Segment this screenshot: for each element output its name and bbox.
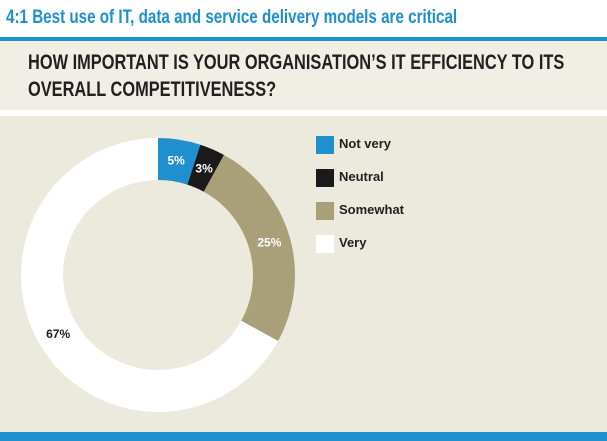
chart-panel: 5% 3% 25% 67% Not very Neutral Somewhat Very: [0, 116, 607, 432]
slice-not-very: [158, 138, 201, 185]
legend-label-neutral: Neutral: [339, 169, 384, 184]
legend-swatch-neutral: [316, 169, 334, 187]
slice-label-not-very: 5%: [167, 153, 185, 167]
slice-somewhat: [203, 154, 295, 342]
header-rule: [0, 37, 607, 41]
footer-rule: [0, 432, 607, 441]
legend: Not very Neutral Somewhat Very: [316, 136, 405, 253]
question-text: HOW IMPORTANT IS YOUR ORGANISATION’S IT …: [28, 51, 565, 101]
legend-label-not-very: Not very: [339, 136, 392, 151]
slice-labels: 5% 3% 25% 67%: [46, 153, 282, 341]
donut-chart: 5% 3% 25% 67% Not very Neutral Somewhat Very: [21, 136, 405, 413]
legend-swatch-not-very: [316, 136, 334, 154]
donut-slices: [21, 138, 295, 413]
slice-label-somewhat: 25%: [257, 236, 281, 250]
slice-very: [21, 138, 279, 413]
legend-swatch-somewhat: [316, 202, 334, 220]
slice-neutral: [187, 144, 225, 192]
page-title: 4:1 Best use of IT, data and service del…: [6, 7, 458, 28]
slice-label-neutral: 3%: [195, 162, 213, 176]
legend-swatch-very: [316, 235, 334, 253]
legend-label-very: Very: [339, 235, 367, 250]
question-panel: HOW IMPORTANT IS YOUR ORGANISATION’S IT …: [0, 41, 607, 110]
slice-label-very: 67%: [46, 327, 70, 341]
legend-label-somewhat: Somewhat: [339, 202, 405, 217]
